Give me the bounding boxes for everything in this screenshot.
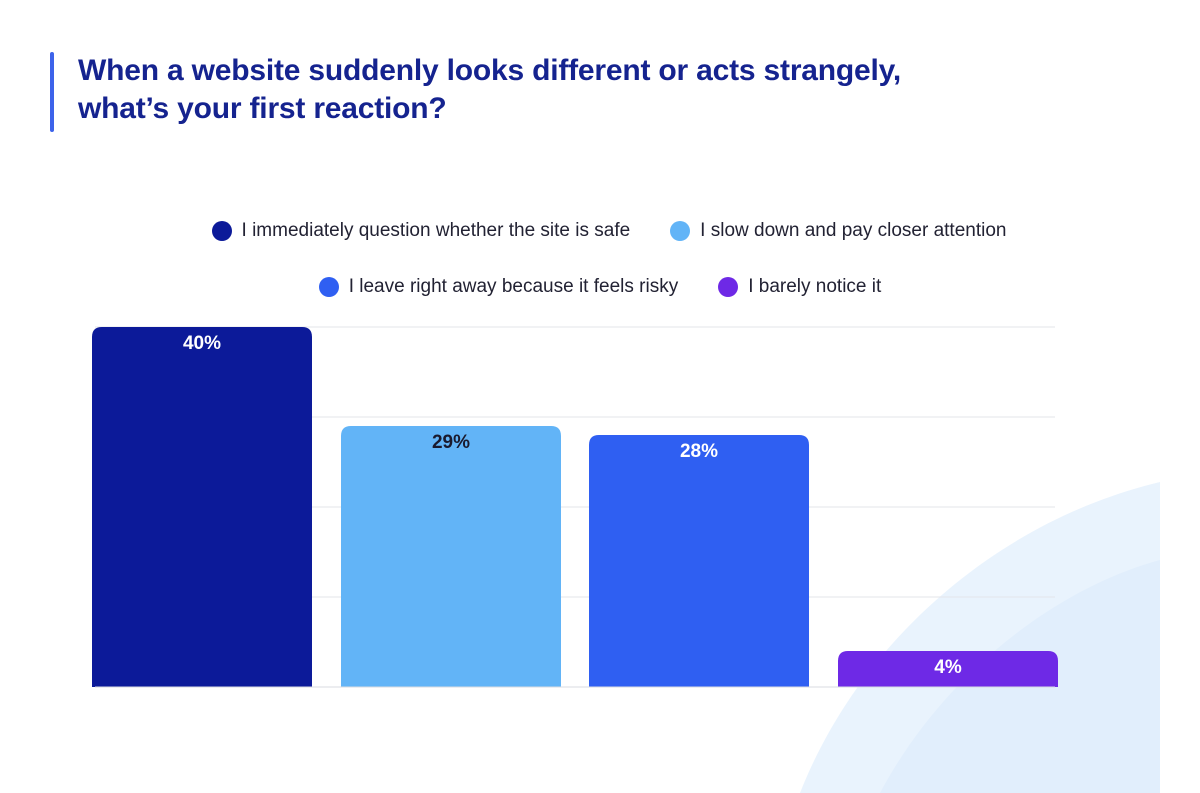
bar-value-label: 4% (934, 657, 962, 678)
title-accent-bar (50, 52, 54, 132)
legend-item-question-safety: I immediately question whether the site … (211, 220, 631, 242)
bar-barely-notice (838, 651, 1058, 687)
legend-dot-icon (318, 277, 339, 297)
legend-item-leave-away: I leave right away because it feels risk… (318, 276, 679, 298)
legend-dot-icon (718, 277, 739, 297)
legend-label: I barely notice it (748, 276, 882, 297)
legend-row-2: I leave right away because it feels risk… (0, 272, 1200, 302)
chart-title-line-2: what’s your first reaction? (78, 92, 447, 125)
bar-value-label: 28% (680, 441, 718, 462)
chart-title-block: When a website suddenly looks different … (50, 50, 1050, 132)
bar-question-safety (92, 327, 312, 687)
bar-value-label: 40% (183, 333, 221, 354)
chart-bar-labels: 40% 29% 28% 4% (183, 333, 962, 678)
legend-label: I leave right away because it feels risk… (348, 276, 679, 297)
chart-bars (92, 327, 1058, 687)
bar-value-label: 29% (432, 432, 470, 453)
chart-title: When a website suddenly looks different … (78, 52, 901, 128)
legend-item-slow-down: I slow down and pay closer attention (670, 220, 1006, 242)
legend-row-1: I immediately question whether the site … (0, 216, 1200, 246)
bar-leave-away (589, 435, 809, 687)
bar-slow-down (341, 426, 561, 687)
chart-title-line-1: When a website suddenly looks different … (78, 54, 902, 87)
legend-label: I slow down and pay closer attention (700, 220, 1007, 241)
legend-dot-icon (211, 221, 232, 241)
legend-dot-icon (670, 221, 691, 241)
legend-label: I immediately question whether the site … (241, 220, 631, 241)
legend-item-barely-notice: I barely notice it (718, 276, 881, 298)
